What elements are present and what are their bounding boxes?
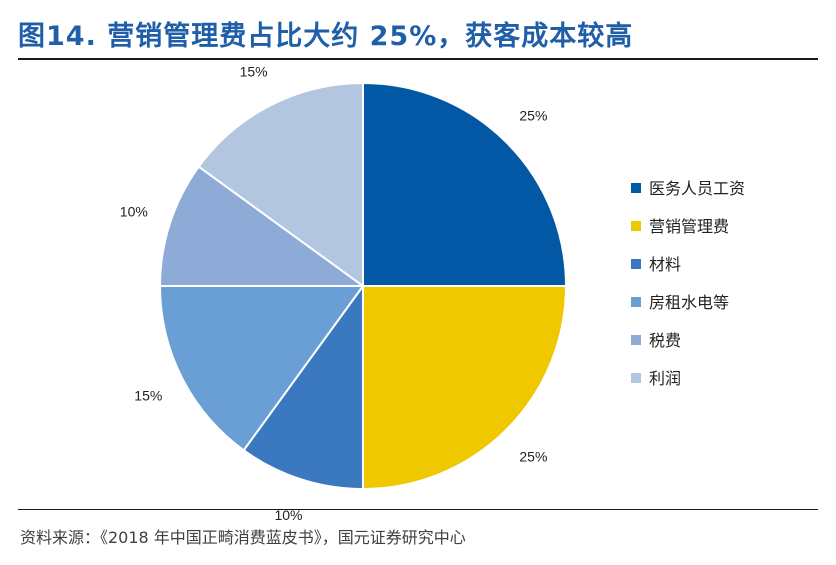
- chart-title: 图14. 营销管理费占比大约 25%，获客成本较高: [18, 21, 634, 52]
- title-divider: [18, 58, 818, 60]
- pie-slice: [197, 81, 364, 288]
- pie-slice: [362, 81, 568, 287]
- legend-label: 营销管理费: [649, 217, 729, 236]
- source-divider: [18, 509, 818, 510]
- slice-percent-label: 25%: [519, 448, 547, 464]
- legend-label: 税费: [649, 331, 681, 350]
- legend-label: 利润: [649, 369, 681, 388]
- pie-slice: [158, 165, 367, 287]
- source-note: 资料来源：《2018 年中国正畸消费蓝皮书》，国元证券研究中心: [20, 528, 466, 547]
- pie-slice: [158, 285, 365, 452]
- legend-swatch: [631, 373, 641, 383]
- pie-labels: 25% 25% 10% 15% 10% 15%: [120, 63, 548, 523]
- slice-percent-label: 10%: [274, 507, 302, 523]
- slice-percent-label: 15%: [134, 387, 162, 403]
- legend-label: 房租水电等: [649, 293, 729, 312]
- pie-slice: [362, 285, 568, 491]
- legend-swatch: [631, 335, 641, 345]
- legend-label: 材料: [649, 255, 681, 274]
- slice-percent-label: 10%: [120, 204, 148, 220]
- legend-swatch: [631, 221, 641, 231]
- legend-swatch: [631, 183, 641, 193]
- legend-label: 医务人员工资: [649, 179, 745, 198]
- slice-percent-label: 15%: [240, 63, 268, 79]
- slice-percent-label: 25%: [519, 108, 547, 124]
- pie-slices: [158, 81, 568, 491]
- legend-swatch: [631, 259, 641, 269]
- pie-slice: [242, 282, 364, 491]
- legend-swatch: [631, 297, 641, 307]
